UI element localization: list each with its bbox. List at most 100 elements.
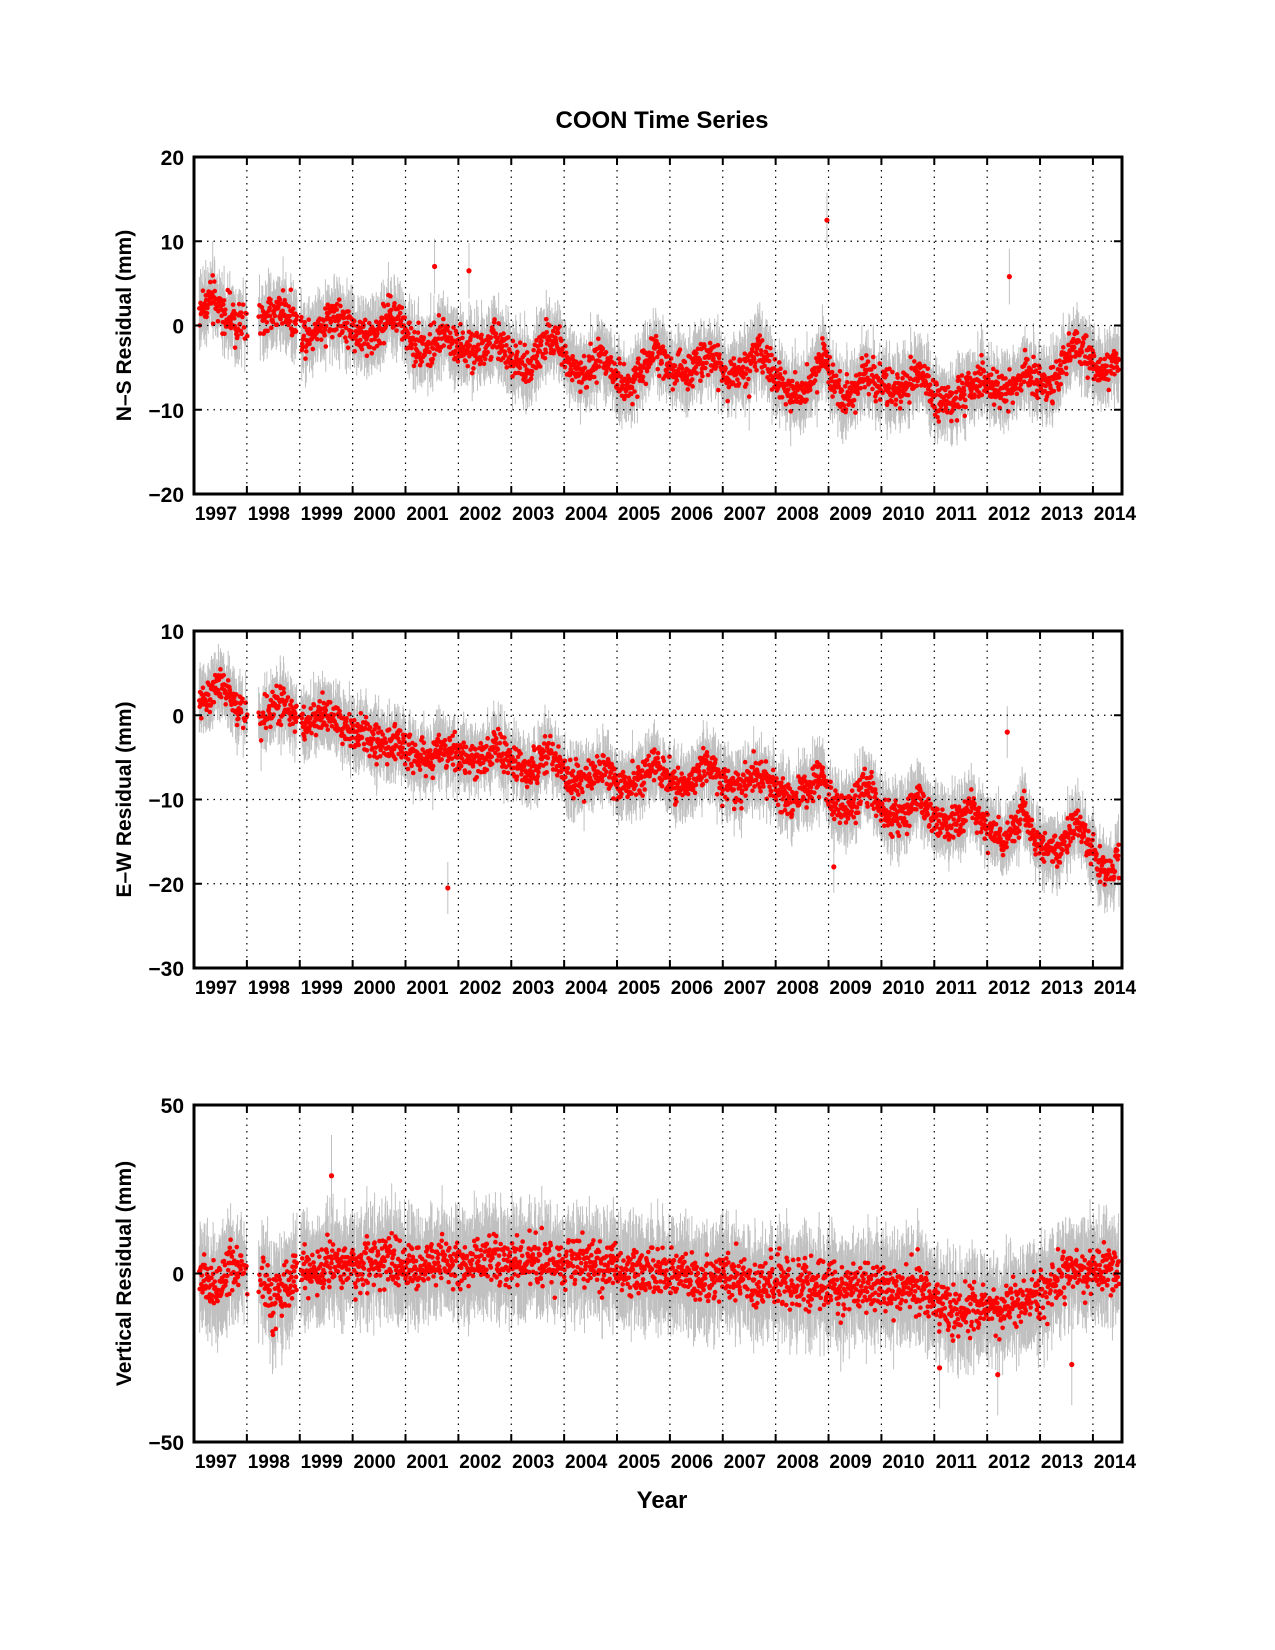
data-point: [702, 343, 707, 349]
data-point: [537, 364, 543, 369]
data-point: [338, 324, 344, 329]
data-point: [432, 352, 437, 357]
data-point: [539, 338, 544, 344]
data-point: [306, 317, 312, 323]
data-point: [303, 349, 309, 354]
data-point: [400, 330, 405, 335]
data-point: [780, 376, 785, 382]
data-point: [908, 354, 913, 360]
data-point: [1085, 375, 1090, 380]
data-point: [1031, 354, 1036, 360]
data-point: [783, 401, 789, 407]
data-point: [510, 374, 515, 379]
data-point: [465, 363, 471, 369]
data-point: [900, 375, 905, 381]
data-point: [689, 377, 695, 382]
data-point: [912, 359, 917, 364]
data-point: [744, 381, 749, 387]
data-point: [237, 321, 243, 327]
data-point: [1106, 387, 1112, 393]
data-point: [399, 305, 405, 310]
data-point: [463, 358, 469, 364]
data-point: [417, 351, 423, 356]
data-point: [303, 356, 308, 361]
data-point: [1007, 367, 1012, 372]
data-point: [833, 373, 839, 379]
data-point: [447, 330, 453, 336]
data-point: [588, 341, 593, 347]
data-point: [778, 366, 783, 371]
data-point: [436, 336, 441, 341]
data-point: [517, 365, 523, 371]
data-point: [842, 384, 848, 389]
data-point: [487, 340, 493, 346]
data-point: [467, 343, 473, 348]
data-point: [268, 301, 274, 307]
x-tick-label: 1997: [195, 504, 237, 525]
data-point: [1028, 375, 1034, 380]
data-point: [670, 387, 676, 392]
data-point: [286, 304, 292, 309]
data-point: [979, 392, 985, 398]
data-point: [988, 372, 994, 377]
x-tick-label: 2004: [565, 504, 608, 525]
data-point: [927, 382, 933, 387]
chart-title: COON Time Series: [556, 107, 769, 134]
data-point: [323, 306, 328, 311]
data-point: [850, 403, 856, 409]
data-point: [441, 343, 447, 348]
data-point: [455, 359, 461, 364]
data-point: [394, 328, 399, 333]
data-point: [1056, 387, 1062, 392]
data-point: [754, 368, 759, 373]
data-point: [534, 338, 539, 343]
data-point: [412, 342, 418, 347]
data-point: [949, 418, 954, 424]
data-point: [1003, 376, 1008, 381]
data-point: [570, 353, 575, 359]
data-point: [582, 365, 588, 371]
data-point: [785, 387, 791, 392]
data-point: [533, 365, 539, 371]
data-point: [578, 389, 583, 395]
data-point: [352, 348, 357, 354]
data-point: [844, 371, 850, 377]
data-point: [1063, 365, 1069, 371]
data-point: [543, 350, 549, 355]
panel-ns-points: [196, 217, 1122, 424]
data-point: [522, 363, 528, 368]
data-point: [340, 329, 345, 334]
y-tick-label: −10: [148, 400, 184, 423]
data-point: [244, 333, 250, 339]
x-tick-label: 1998: [248, 504, 290, 525]
data-point: [488, 335, 494, 340]
data-point: [267, 313, 273, 319]
data-point: [943, 405, 949, 411]
data-point: [1091, 353, 1097, 359]
data-point: [453, 348, 458, 354]
data-point: [452, 355, 458, 361]
data-point: [282, 297, 288, 303]
data-point: [223, 307, 228, 312]
data-point: [953, 395, 959, 400]
data-point: [338, 303, 343, 309]
x-tick-label: 2006: [671, 504, 713, 525]
data-point: [212, 279, 217, 284]
data-point: [995, 380, 1001, 386]
data-point: [659, 360, 665, 366]
data-point: [990, 366, 996, 372]
data-point: [460, 335, 465, 341]
data-point: [412, 329, 417, 335]
data-point: [353, 333, 359, 338]
data-point: [1066, 331, 1072, 336]
data-point: [381, 340, 387, 346]
data-point: [385, 302, 391, 308]
panel-ns-ylabel: N–S Residual (mm): [113, 230, 136, 421]
data-point: [341, 311, 346, 317]
data-point: [425, 345, 430, 351]
x-tick-label: 2012: [988, 504, 1030, 525]
data-point: [515, 349, 520, 355]
data-point: [523, 374, 528, 380]
data-point: [493, 331, 499, 336]
